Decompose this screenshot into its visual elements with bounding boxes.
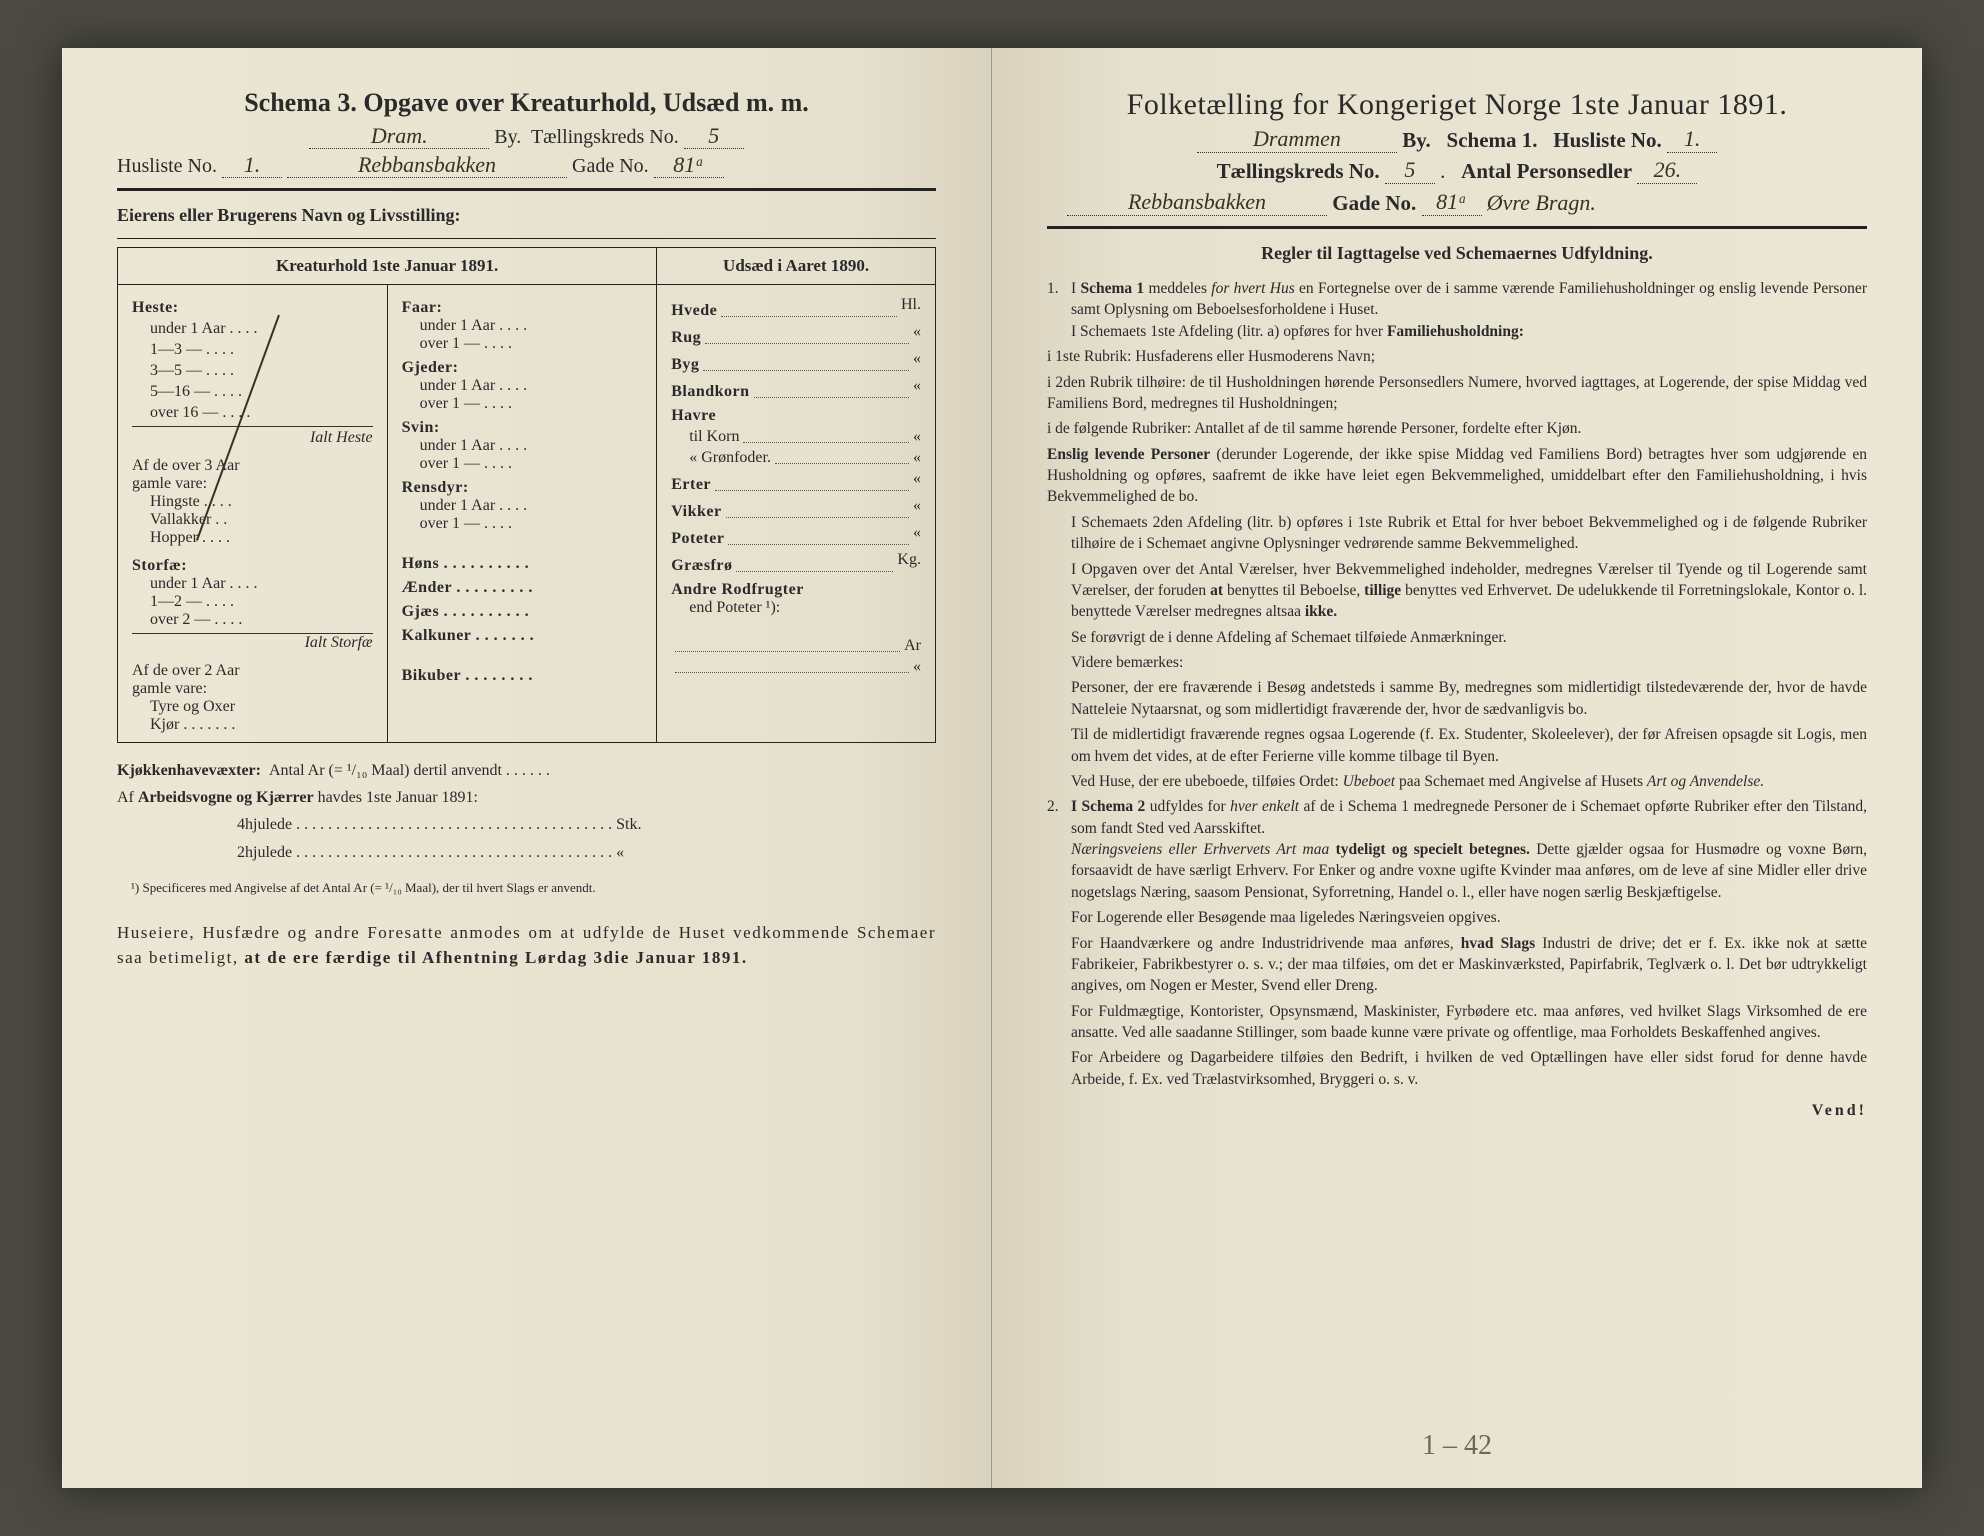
footnote: ¹) Specificeres med Angivelse af det Ant… xyxy=(117,880,936,896)
left-header-city: Dram. By. Tællingskreds No. 5 xyxy=(117,126,936,149)
pencil-annotation: 1 – 42 xyxy=(1422,1430,1492,1462)
right-header-1: Drammen By. Schema 1. Husliste No. 1. xyxy=(1047,128,1867,153)
census-title: Folketælling for Kongeriget Norge 1ste J… xyxy=(1047,88,1867,122)
left-header-address: Husliste No. 1. Rebbansbakken Gade No. 8… xyxy=(117,155,936,178)
right-header-2: Tællingskreds No. 5 . Antal Personsedler… xyxy=(1047,159,1867,184)
schema3-title: Schema 3. Opgave over Kreaturhold, Udsæd… xyxy=(117,88,936,118)
kreatur-table: Kreaturhold 1ste Januar 1891. Udsæd i Aa… xyxy=(117,247,936,743)
right-header-3: Rebbansbakken Gade No. 81ᵃ Øvre Bragn. xyxy=(1047,190,1867,216)
notice-text: Huseiere, Husfædre og andre Foresatte an… xyxy=(117,920,936,971)
right-page: Folketælling for Kongeriget Norge 1ste J… xyxy=(992,48,1922,1488)
col-udsaed: HvedeHl. Rug« Byg« Blandkorn« Havre til … xyxy=(657,285,935,742)
rules-body: 1.I Schema 1 meddeles for hvert Hus en F… xyxy=(1047,278,1867,1090)
below-table-text: Kjøkkenhavevæxter: Antal Ar (= ¹/₁₀ Maal… xyxy=(117,757,936,866)
owner-label: Eierens eller Brugerens Navn og Livsstil… xyxy=(117,205,936,226)
col-heste: Heste: under 1 Aar . . . . 1—3 — . . . .… xyxy=(118,285,388,742)
rules-title: Regler til Iagttagelse ved Schemaernes U… xyxy=(1047,243,1867,264)
document-spread: Schema 3. Opgave over Kreaturhold, Udsæd… xyxy=(62,48,1922,1488)
vend-label: Vend! xyxy=(1047,1102,1867,1120)
left-page: Schema 3. Opgave over Kreaturhold, Udsæd… xyxy=(62,48,992,1488)
col-faar: Faar: under 1 Aar . . . . over 1 — . . .… xyxy=(388,285,658,742)
